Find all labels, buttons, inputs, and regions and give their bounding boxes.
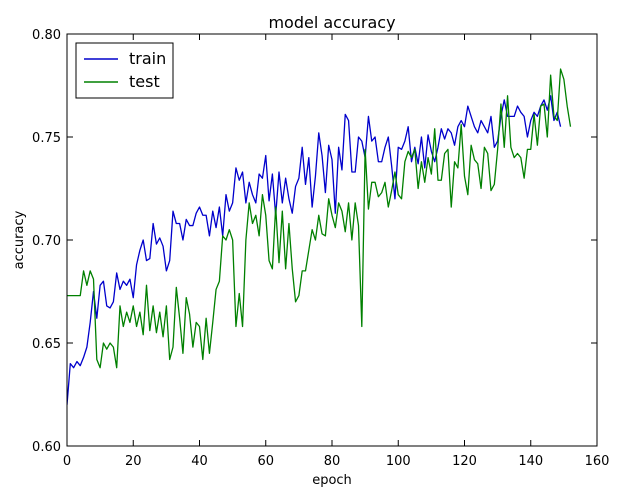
series-line-train — [67, 95, 562, 405]
x-tick-label: 0 — [63, 454, 71, 469]
legend: train test — [75, 42, 174, 99]
x-tick-label: 20 — [125, 454, 142, 469]
x-tick-label: 80 — [324, 454, 341, 469]
legend-label-train: train — [129, 49, 166, 68]
y-tick-label: 0.60 — [32, 440, 61, 455]
y-axis-title: accuracy — [12, 210, 27, 269]
x-tick-label: 160 — [585, 454, 610, 469]
x-tick-label: 60 — [257, 454, 274, 469]
x-tick-label: 40 — [191, 454, 208, 469]
y-tick-label: 0.75 — [32, 131, 61, 146]
y-tick-label: 0.65 — [32, 337, 61, 352]
chart-title: model accuracy — [268, 13, 395, 32]
legend-box — [75, 42, 174, 99]
x-tick-label: 100 — [386, 454, 411, 469]
series-line-test — [67, 68, 572, 369]
x-axis: 0 20 40 60 80 100 120 140 160 — [63, 34, 610, 469]
x-tick-label: 140 — [518, 454, 543, 469]
y-axis: 0.60 0.65 0.70 0.75 0.80 — [32, 28, 597, 455]
legend-label-test: test — [129, 72, 160, 91]
y-tick-label: 0.80 — [32, 28, 61, 43]
x-axis-title: epoch — [312, 473, 352, 488]
y-tick-label: 0.70 — [32, 234, 61, 249]
x-tick-label: 120 — [452, 454, 477, 469]
